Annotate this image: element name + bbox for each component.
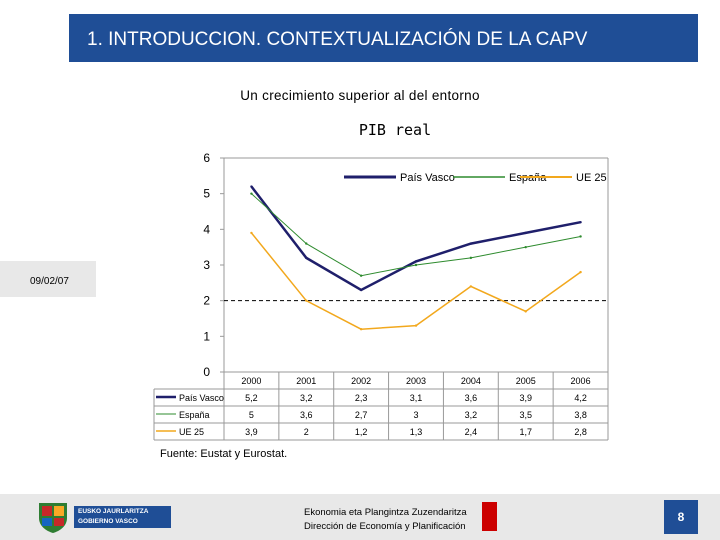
legend-label-2: UE 25 [576,172,607,184]
y-tick-label: 1 [203,329,210,343]
data-point [305,242,308,245]
data-label: 3,6 [465,393,478,403]
department-line-1: Ekonomia eta Plangintza Zuzendaritza [304,507,467,518]
x-tick-label: 2003 [406,376,426,386]
logo-wordmark: EUSKO JAURLARITZA GOBIERNO VASCO [74,506,171,528]
series-line-2 [250,232,582,330]
data-point [579,221,582,224]
slide-subtitle: Un crecimiento superior al del entorno [240,88,480,103]
data-label: 5 [249,410,254,420]
header-banner: 1. INTRODUCCION. CONTEXTUALIZACIÓN DE LA… [69,14,698,62]
x-tick-label: 2006 [571,376,591,386]
data-label: 3,2 [465,410,478,420]
data-label: 2,8 [574,427,587,437]
data-label: 3,2 [300,393,313,403]
page-number: 8 [664,500,698,534]
data-label: 3,1 [410,393,423,403]
data-point [250,192,253,195]
data-label: 3 [413,410,418,420]
data-label: 3,8 [574,410,587,420]
data-point [469,256,473,260]
date-label: 09/02/07 [30,276,69,287]
data-point [579,235,582,238]
data-label: 3,9 [519,393,532,403]
data-point [414,260,418,263]
department-line-2: Dirección de Economía y Planificación [304,521,466,532]
data-label: 4,2 [574,393,587,403]
data-point [305,256,308,260]
data-point [359,288,363,292]
table-series-label: UE 25 [179,427,204,437]
data-label: 2 [304,427,309,437]
data-point [579,270,582,274]
table-series-label: País Vasco [179,393,224,403]
department-text: Ekonomia eta Plangintza Zuzendaritza Dir… [304,506,467,534]
data-label: 2,7 [355,410,368,420]
data-label: 2,4 [465,427,478,437]
data-label: 2,3 [355,393,368,403]
data-label: 1,7 [519,427,532,437]
chart-title: PIB real [358,121,432,139]
data-point [250,231,253,235]
y-tick-label: 3 [203,258,210,272]
data-label: 3,9 [245,427,258,437]
data-label: 3,5 [519,410,532,420]
red-accent-mark [482,502,497,531]
data-label: 3,6 [300,410,313,420]
data-label: 1,3 [410,427,423,437]
x-tick-label: 2005 [516,376,536,386]
data-label: 1,2 [355,427,368,437]
legend-label-0: País Vasco [400,172,455,184]
data-point [359,274,363,277]
y-tick-label: 5 [203,187,210,201]
y-tick-label: 4 [203,222,210,236]
data-point [250,185,253,188]
data-point [414,324,418,327]
page-title: 1. INTRODUCCION. CONTEXTUALIZACIÓN DE LA… [87,29,588,50]
data-label: 5,2 [245,393,258,403]
x-tick-label: 2004 [461,376,481,386]
data-point [359,328,363,331]
x-tick-label: 2000 [241,376,261,386]
source-note: Fuente: Eustat y Eurostat. [160,448,288,460]
date-bar [0,261,96,297]
x-tick-label: 2002 [351,376,371,386]
y-tick-label: 6 [203,151,210,165]
data-point [469,242,473,245]
data-point [524,310,527,313]
gobierno-vasco-logo: EUSKO JAURLARITZA GOBIERNO VASCO [36,500,171,534]
logo-line-1: EUSKO JAURLARITZA [78,508,149,515]
table-series-label: España [179,410,210,420]
coat-of-arms-icon [39,503,67,533]
x-tick-label: 2001 [296,376,316,386]
series-line-1 [251,193,581,277]
y-tick-label: 2 [203,294,210,308]
data-point [469,285,473,288]
logo-line-2: GOBIERNO VASCO [78,518,138,525]
data-point [414,263,418,267]
data-point [524,231,527,235]
data-point [524,245,527,249]
y-tick-label: 0 [203,365,210,379]
data-point [305,299,308,302]
